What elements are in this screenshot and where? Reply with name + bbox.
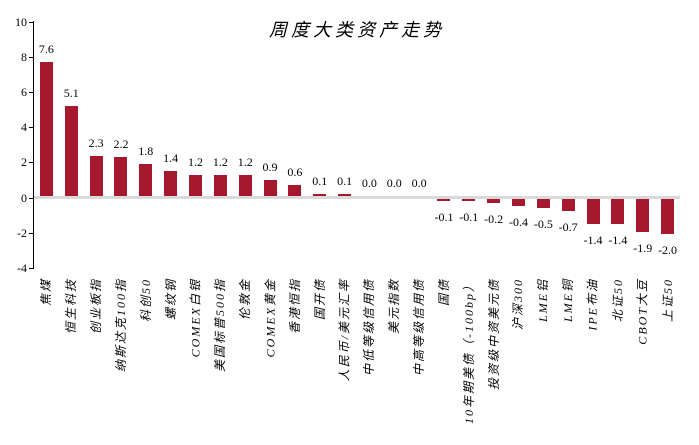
bar (238, 174, 252, 196)
bar (586, 199, 600, 224)
y-axis-tick-label: -4 (17, 260, 27, 275)
category-label: CBOT大豆 (635, 278, 650, 345)
bar (64, 106, 78, 196)
y-axis-tick-mark (29, 21, 34, 23)
category-label: 国债 (436, 278, 451, 307)
bar (462, 199, 476, 201)
y-axis-tick-mark (29, 162, 34, 164)
bar (288, 185, 302, 196)
y-axis-tick-label: 2 (21, 155, 27, 170)
category-label: LME铝 (536, 278, 551, 323)
bar (611, 199, 625, 224)
value-label: -1.9 (633, 241, 653, 256)
y-axis-tick-label: 10 (15, 14, 27, 29)
y-axis-tick-mark (29, 127, 34, 129)
category-label: IPE布油 (586, 278, 601, 331)
y-axis-tick-mark (29, 232, 34, 234)
bar (89, 155, 103, 196)
bar (164, 171, 178, 196)
category-label: 投资级中资美元债 (486, 278, 501, 391)
value-label: -0.2 (484, 211, 504, 226)
category-label: LME铜 (561, 278, 576, 323)
value-label: -0.5 (533, 216, 553, 231)
value-label: 1.2 (188, 154, 203, 169)
value-label: 0.0 (361, 176, 377, 190)
y-axis-tick-label: 6 (21, 84, 27, 99)
category-label: 焦煤 (39, 278, 54, 307)
value-label: 0.1 (312, 174, 328, 189)
bar (512, 199, 525, 207)
bar (39, 62, 53, 196)
bar (114, 157, 128, 196)
y-axis-tick-mark (29, 197, 34, 199)
value-label: -0.1 (459, 209, 479, 224)
value-label: -0.7 (558, 220, 578, 235)
value-label: -2.0 (658, 243, 678, 258)
value-label: 2.2 (113, 137, 129, 152)
category-label: 螺纹钢 (163, 278, 178, 321)
category-label: 沪深300 (511, 278, 526, 331)
category-label: 美元指数 (387, 278, 402, 335)
bar (437, 199, 451, 201)
value-label: 0.0 (386, 176, 402, 190)
category-label: 纳斯达克100指 (113, 278, 128, 373)
value-label: 1.2 (212, 154, 228, 169)
category-label: 人民币/美元汇率 (337, 278, 352, 382)
value-label: 1.2 (237, 154, 253, 169)
category-label: 伦敦金 (238, 278, 253, 321)
value-label: 7.6 (38, 42, 54, 57)
category-label: 国开债 (312, 278, 327, 321)
value-label: 1.8 (138, 144, 154, 159)
bar (139, 164, 153, 196)
y-axis-tick-label: 4 (21, 120, 27, 135)
category-label: 10年期美债（-100bp） (461, 278, 476, 424)
bar (313, 194, 327, 196)
value-label: -1.4 (583, 232, 603, 247)
bar (661, 199, 675, 235)
value-label: -0.1 (434, 209, 454, 224)
value-label: 5.1 (63, 86, 79, 101)
category-label: 中低等级信用债 (362, 278, 377, 377)
bar (536, 199, 550, 208)
y-axis-tick-mark (29, 267, 34, 269)
value-label: -0.4 (509, 215, 528, 230)
category-label: 创业板指 (89, 278, 104, 335)
bar (213, 174, 227, 196)
category-label: 上证50 (660, 278, 675, 323)
value-label: -1.4 (608, 232, 628, 247)
value-label: 0.1 (337, 174, 353, 189)
category-label: 科创50 (138, 278, 153, 323)
y-axis-line (33, 21, 34, 268)
category-label: 北证50 (610, 278, 625, 323)
category-label: 美国标普500指 (213, 278, 228, 373)
bar (189, 174, 202, 196)
value-label: 1.4 (163, 151, 179, 166)
category-label: COMEX黄金 (263, 278, 278, 358)
category-label: 香港恒指 (287, 278, 302, 335)
y-axis-tick-label: 0 (21, 190, 27, 205)
y-axis-tick-label: -2 (17, 225, 27, 240)
bar (338, 194, 352, 196)
category-label: 中高等级信用债 (412, 278, 427, 377)
bar (487, 199, 501, 203)
chart-title: 周度大类资产走势 (269, 20, 445, 40)
bar (561, 199, 575, 212)
y-axis-tick-mark (29, 91, 34, 93)
zero-gridline (34, 196, 680, 199)
bar (263, 180, 277, 196)
value-label: 2.3 (88, 135, 104, 150)
y-axis-tick-mark (29, 56, 34, 58)
category-label: COMEX白银 (188, 278, 203, 358)
y-axis-tick-label: 8 (21, 49, 27, 64)
value-label: 0.6 (287, 165, 303, 180)
value-label: 0.0 (411, 176, 427, 190)
category-label: 恒生科技 (64, 278, 79, 335)
value-label: 0.9 (262, 160, 278, 175)
bar (636, 199, 650, 233)
